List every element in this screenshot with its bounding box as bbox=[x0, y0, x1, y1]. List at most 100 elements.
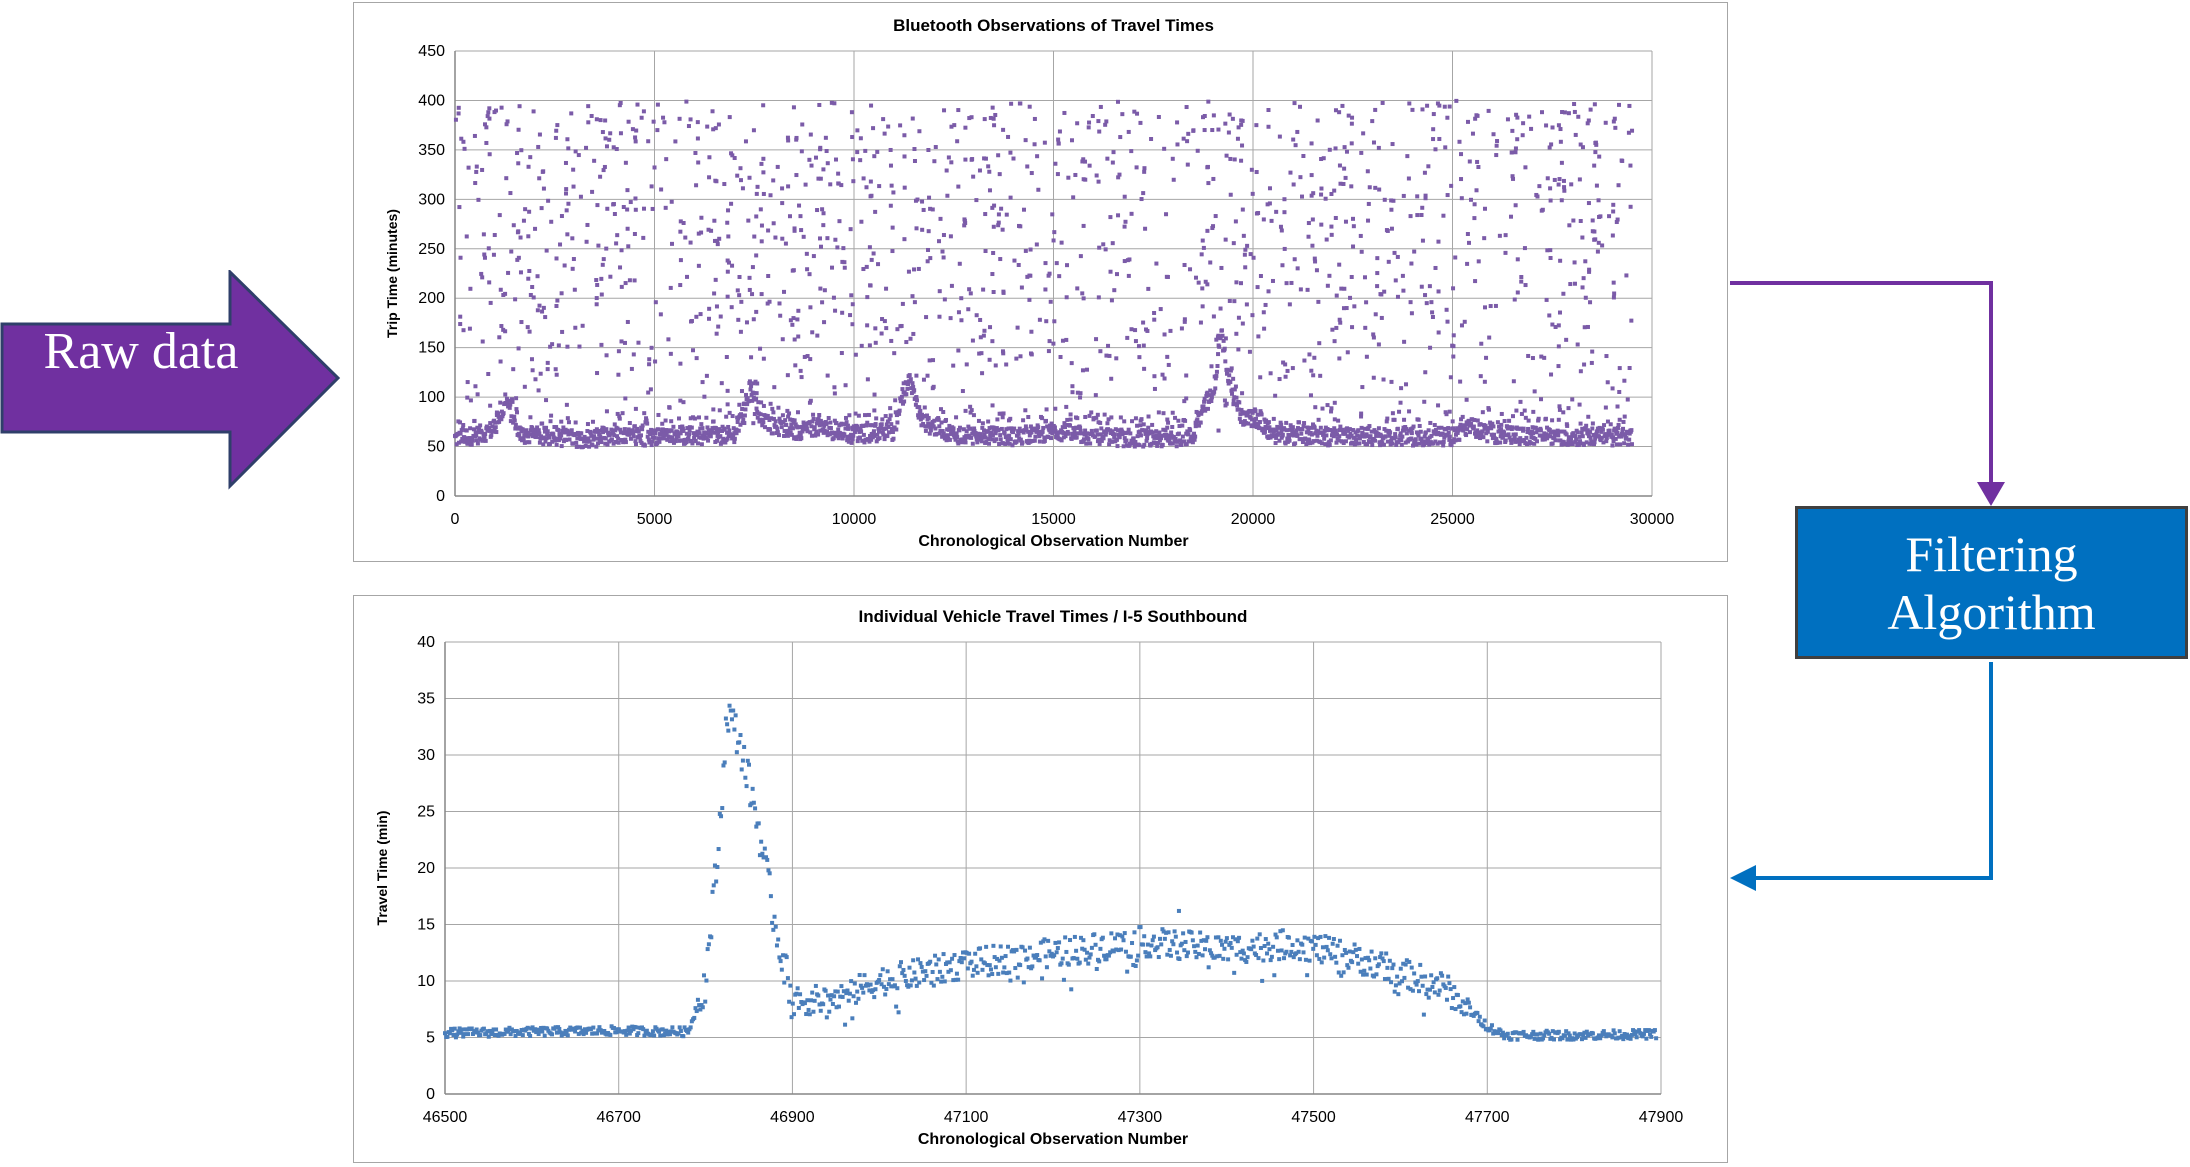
data-point bbox=[949, 124, 954, 129]
data-point bbox=[1157, 430, 1162, 435]
data-point bbox=[759, 161, 764, 166]
data-point bbox=[913, 976, 918, 981]
data-point bbox=[1399, 442, 1404, 447]
data-point bbox=[1094, 966, 1099, 971]
data-point bbox=[989, 430, 994, 435]
data-point bbox=[1255, 936, 1260, 941]
data-point bbox=[550, 439, 555, 444]
data-point bbox=[594, 278, 599, 283]
data-point bbox=[1622, 441, 1627, 446]
data-point bbox=[1007, 970, 1012, 975]
data-point bbox=[1149, 137, 1154, 142]
connector-to-filtered-chart bbox=[1752, 662, 1993, 880]
data-point bbox=[991, 116, 996, 121]
data-point bbox=[1164, 432, 1169, 437]
data-point bbox=[822, 320, 827, 325]
data-point bbox=[1141, 422, 1146, 427]
data-point bbox=[1096, 119, 1101, 124]
data-point bbox=[465, 441, 470, 446]
data-point bbox=[1071, 426, 1076, 431]
data-point bbox=[573, 325, 578, 330]
data-point bbox=[1618, 442, 1623, 447]
data-point bbox=[559, 214, 564, 219]
data-point bbox=[986, 164, 991, 169]
data-point bbox=[790, 1001, 795, 1006]
data-point bbox=[817, 1002, 822, 1007]
data-point bbox=[1420, 205, 1425, 210]
data-point bbox=[938, 428, 943, 433]
data-point bbox=[1339, 286, 1344, 291]
data-point bbox=[1075, 390, 1080, 395]
data-point bbox=[1111, 150, 1116, 155]
data-point bbox=[715, 238, 720, 243]
data-point bbox=[898, 123, 903, 128]
data-point bbox=[963, 157, 968, 162]
data-point bbox=[850, 1016, 855, 1021]
data-point bbox=[1628, 163, 1633, 168]
data-point bbox=[1160, 442, 1165, 447]
data-point bbox=[765, 857, 770, 862]
data-point bbox=[785, 433, 790, 438]
data-point bbox=[732, 431, 737, 436]
data-point bbox=[502, 1031, 507, 1036]
data-point bbox=[711, 127, 716, 132]
data-point bbox=[901, 381, 906, 386]
data-point bbox=[1162, 376, 1167, 381]
data-point bbox=[779, 425, 784, 430]
data-point bbox=[1146, 425, 1151, 430]
data-point bbox=[1306, 430, 1311, 435]
data-point bbox=[1301, 424, 1306, 429]
data-point bbox=[1170, 424, 1175, 429]
data-point bbox=[1514, 408, 1519, 413]
data-point bbox=[566, 201, 571, 206]
data-point bbox=[1521, 428, 1526, 433]
data-point bbox=[1263, 302, 1268, 307]
data-point bbox=[479, 271, 484, 276]
data-point bbox=[1286, 436, 1291, 441]
data-point bbox=[669, 1029, 674, 1034]
data-point bbox=[1428, 420, 1433, 425]
data-point bbox=[584, 239, 589, 244]
data-point bbox=[649, 427, 654, 432]
data-point bbox=[539, 206, 544, 211]
data-point bbox=[902, 399, 907, 404]
data-point bbox=[611, 145, 616, 150]
data-point bbox=[1078, 395, 1083, 400]
data-point bbox=[1458, 379, 1463, 384]
data-point bbox=[1190, 938, 1195, 943]
data-point bbox=[1196, 951, 1201, 956]
data-point bbox=[652, 435, 657, 440]
data-point bbox=[1001, 127, 1006, 132]
data-point bbox=[1359, 414, 1364, 419]
data-point bbox=[876, 262, 881, 267]
data-point bbox=[780, 413, 785, 418]
data-point bbox=[1496, 1031, 1501, 1036]
data-point bbox=[1123, 949, 1128, 954]
data-point bbox=[458, 1030, 463, 1035]
data-point bbox=[988, 115, 993, 120]
data-point bbox=[806, 1007, 811, 1012]
data-point bbox=[1432, 423, 1437, 428]
data-point bbox=[860, 438, 865, 443]
data-point bbox=[897, 408, 902, 413]
data-point bbox=[487, 152, 492, 157]
data-point bbox=[1389, 198, 1394, 203]
data-point bbox=[1395, 254, 1400, 259]
data-point bbox=[673, 139, 678, 144]
data-point bbox=[468, 426, 473, 431]
data-point bbox=[828, 997, 833, 1002]
data-point bbox=[1376, 426, 1381, 431]
data-point bbox=[999, 411, 1004, 416]
data-point bbox=[861, 267, 866, 272]
data-point bbox=[1342, 145, 1347, 150]
data-point bbox=[1147, 951, 1152, 956]
data-point bbox=[693, 1006, 698, 1011]
data-point bbox=[485, 1029, 490, 1034]
connector-to-filter bbox=[1730, 281, 1993, 488]
data-point bbox=[795, 317, 800, 322]
data-point bbox=[1280, 432, 1285, 437]
data-point bbox=[805, 998, 810, 1003]
data-point bbox=[809, 163, 814, 168]
data-point bbox=[622, 340, 627, 345]
data-point bbox=[1053, 940, 1058, 945]
